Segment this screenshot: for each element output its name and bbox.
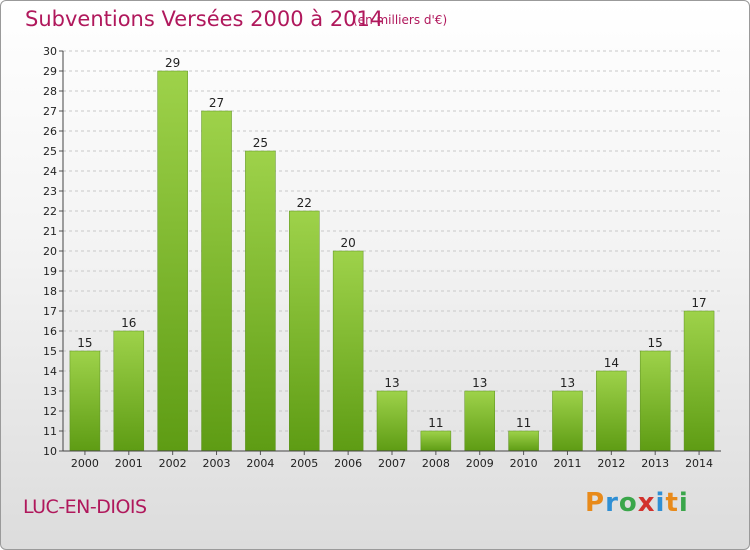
y-tick-label: 27 <box>43 105 57 118</box>
bar-2008 <box>420 430 452 452</box>
bar-2009 <box>464 390 495 452</box>
y-tick-label: 14 <box>43 365 57 378</box>
x-axis-ticks: 2000 2001 2002 2003 2004 2005 2006 2007 2008 2009… <box>71 451 713 470</box>
bar-2013 <box>639 350 671 452</box>
commune-name: LUC-EN-DIOIS <box>23 496 147 518</box>
x-tick-label-2004: 2004 <box>246 457 274 470</box>
bar-2001 <box>113 330 145 452</box>
bar-2007 <box>376 390 408 452</box>
value-label-2013: 15 <box>648 336 663 350</box>
y-tick-label: 15 <box>43 345 57 358</box>
bar-2005 <box>289 210 320 452</box>
x-tick-label-2010: 2010 <box>510 457 538 470</box>
value-labels: 15 16 29 27 25 22 20 13 11 13 11 13 14 15 17 <box>77 56 706 430</box>
proxiti-logo: Proxiti <box>585 488 689 518</box>
bar-2006 <box>332 250 364 452</box>
y-tick-label: 23 <box>43 185 57 198</box>
y-tick-label: 19 <box>43 265 57 278</box>
y-tick-label: 16 <box>43 325 57 338</box>
value-label-2008: 11 <box>428 416 443 430</box>
value-label-2012: 14 <box>604 356 619 370</box>
x-tick-label-2001: 2001 <box>115 457 143 470</box>
value-label-2014: 17 <box>691 296 706 310</box>
x-tick-label-2008: 2008 <box>422 457 450 470</box>
y-tick-label: 17 <box>43 305 57 318</box>
y-tick-label: 22 <box>43 205 57 218</box>
value-label-2010: 11 <box>516 416 531 430</box>
bar-2014 <box>683 310 715 452</box>
x-tick-label-2012: 2012 <box>597 457 625 470</box>
y-axis-ticks: 10 11 12 13 14 15 16 17 18 19 20 21 22 23 24 25 26 27 28 29… <box>43 45 63 458</box>
x-tick-label-2011: 2011 <box>553 457 581 470</box>
y-tick-label: 30 <box>43 45 57 58</box>
x-tick-label-2007: 2007 <box>378 457 406 470</box>
value-label-2007: 13 <box>384 376 399 390</box>
y-tick-label: 24 <box>43 165 57 178</box>
x-tick-label-2006: 2006 <box>334 457 362 470</box>
bar-2004 <box>245 150 276 452</box>
x-tick-label-2009: 2009 <box>466 457 494 470</box>
y-tick-label: 25 <box>43 145 57 158</box>
chart-subtitle: (en milliers d'€) <box>353 13 448 27</box>
value-label-2004: 25 <box>253 136 268 150</box>
y-tick-label: 10 <box>43 445 57 458</box>
x-tick-label-2014: 2014 <box>685 457 713 470</box>
y-tick-label: 18 <box>43 285 57 298</box>
bar-2011 <box>552 390 583 452</box>
y-tick-label: 11 <box>43 425 57 438</box>
y-tick-label: 20 <box>43 245 57 258</box>
value-label-2003: 27 <box>209 96 224 110</box>
bars <box>69 70 715 452</box>
y-tick-label: 21 <box>43 225 57 238</box>
x-tick-label-2000: 2000 <box>71 457 99 470</box>
value-label-2011: 13 <box>560 376 575 390</box>
y-tick-label: 26 <box>43 125 57 138</box>
bar-2003 <box>201 110 232 452</box>
y-tick-label: 28 <box>43 85 57 98</box>
bar-2012 <box>596 370 627 452</box>
value-label-2001: 16 <box>121 316 136 330</box>
value-label-2009: 13 <box>472 376 487 390</box>
y-tick-label: 29 <box>43 65 57 78</box>
x-tick-label-2013: 2013 <box>641 457 669 470</box>
x-tick-label-2005: 2005 <box>290 457 318 470</box>
value-label-2002: 29 <box>165 56 180 70</box>
value-label-2000: 15 <box>77 336 92 350</box>
x-tick-label-2002: 2002 <box>159 457 187 470</box>
bar-2000 <box>69 350 101 452</box>
y-tick-label: 13 <box>43 385 57 398</box>
x-tick-label-2003: 2003 <box>203 457 231 470</box>
value-label-2005: 22 <box>297 196 312 210</box>
bar-2010 <box>508 430 539 452</box>
bar-2002 <box>157 70 188 452</box>
y-tick-label: 12 <box>43 405 57 418</box>
value-label-2006: 20 <box>340 236 355 250</box>
chart-title: Subventions Versées 2000 à 2014 <box>25 7 384 31</box>
